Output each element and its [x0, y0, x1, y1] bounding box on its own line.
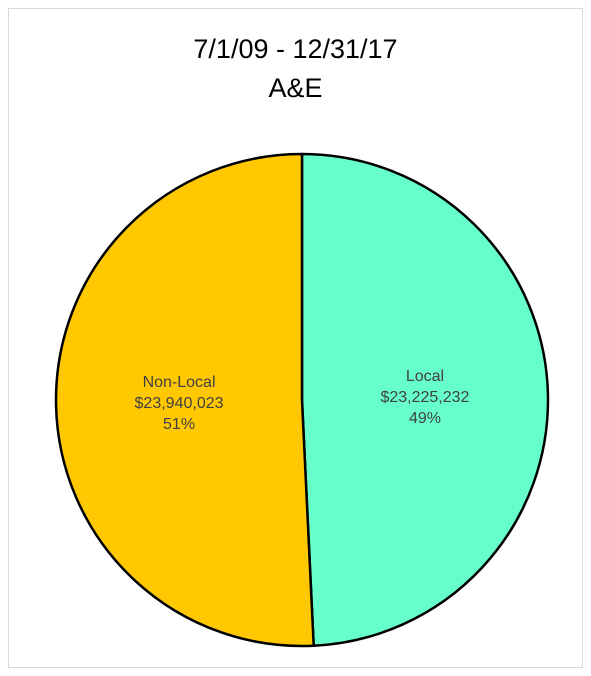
slice-label-percent-non-local: 51%	[163, 416, 195, 433]
chart-title-line-1: 7/1/09 - 12/31/17	[193, 34, 398, 64]
pie-slice-non-local	[54, 152, 315, 648]
slice-label-value-local: $23,225,232	[380, 389, 469, 406]
chart-title-line-2: A&E	[268, 73, 323, 103]
slice-label-percent-local: 49%	[409, 410, 441, 427]
slice-label-value-non-local: $23,940,023	[135, 395, 224, 412]
slice-label-category-local: Local	[406, 368, 444, 385]
pie-slice-local	[300, 152, 550, 647]
slice-label-category-non-local: Non-Local	[143, 374, 216, 391]
